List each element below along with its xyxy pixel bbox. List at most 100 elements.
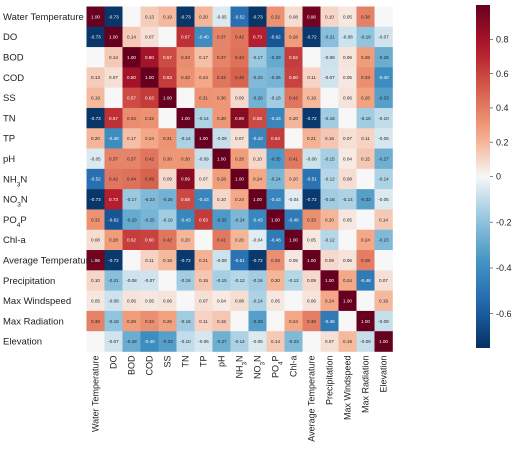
cell-value-label: -0.08 (108, 298, 119, 303)
cell-value-label: 0.20 (181, 238, 190, 243)
cell-value-label: 1.00 (379, 339, 388, 344)
cell-value-label: 0.05 (343, 217, 352, 222)
heatmap-cell (320, 168, 339, 190)
cell-value-label: 0.21 (199, 258, 208, 263)
heatmap-cell (374, 6, 393, 28)
cell-value-label: -0.25 (144, 217, 155, 222)
cell-value-label: -0.73 (90, 116, 101, 121)
heatmap-cell (176, 26, 195, 48)
cell-value-label: 0.07 (109, 75, 118, 80)
cell-value-label: 0.07 (145, 35, 154, 40)
cell-value-label: -0.24 (270, 177, 281, 182)
cell-value-label: -0.23 (288, 339, 299, 344)
heatmap-cell (212, 310, 231, 332)
cell-value-label: 1.00 (145, 75, 154, 80)
heatmap-cell (284, 229, 303, 251)
cell-value-label: 0.42 (217, 75, 226, 80)
cell-value-label: -0.07 (378, 35, 389, 40)
heatmap-cell (194, 107, 213, 129)
heatmap-cell (338, 26, 357, 48)
heatmap-cell (302, 189, 321, 210)
heatmap-cell (140, 168, 159, 190)
heatmap-cell (266, 270, 285, 291)
heatmap-cell (356, 209, 375, 231)
cell-value-label: 0.96 (307, 14, 316, 19)
heatmap-cell (140, 26, 159, 48)
cell-value-label: 0.37 (127, 156, 136, 161)
cell-value-label: 0.07 (343, 136, 352, 141)
cell-value-label: -0.05 (90, 156, 101, 161)
heatmap-cell (248, 310, 267, 332)
cell-value-label: 0.31 (199, 96, 208, 101)
heatmap-cell (122, 270, 141, 291)
heatmap-cell (104, 168, 123, 190)
heatmap-cell (230, 128, 249, 149)
cell-value-label: -0.48 (270, 238, 281, 243)
column-label: TN (181, 356, 191, 368)
cell-value-label: 0.89 (235, 116, 244, 121)
cell-value-label: -0.10 (180, 339, 191, 344)
cell-value-label: -0.17 (252, 55, 263, 60)
cell-value-label: 0.15 (217, 319, 226, 324)
cell-value-label: 0.20 (325, 217, 334, 222)
cell-value-label: 1.00 (127, 55, 136, 60)
cell-value-label: 1.00 (91, 14, 100, 19)
cell-value-label: 0.06 (343, 258, 352, 263)
heatmap-cell (266, 6, 285, 28)
colorbar-tick-label: -0.6 (496, 309, 512, 319)
cell-value-label: 0.67 (181, 35, 190, 40)
column-label: SS (163, 356, 173, 368)
heatmap-cell (176, 331, 195, 352)
row-label: Water Temperature (3, 12, 84, 23)
heatmap-cell (176, 67, 195, 88)
cell-value-label: 0.10 (91, 278, 100, 283)
heatmap-cell (356, 189, 375, 210)
cell-value-label: -0.40 (108, 136, 119, 141)
heatmap-cell (230, 310, 249, 332)
heatmap-cell (194, 189, 213, 210)
heatmap-cell (266, 229, 285, 251)
heatmap-cell (158, 290, 177, 312)
heatmap-cell (374, 331, 393, 352)
heatmap-cell (140, 148, 159, 170)
heatmap-cell (104, 310, 123, 332)
column-label: pH (217, 356, 227, 368)
heatmap-cell (356, 270, 375, 291)
heatmap-cell (302, 67, 321, 88)
column-label: PO4P (271, 356, 285, 379)
cell-value-label: 0.67 (109, 116, 118, 121)
cell-value-label: -0.16 (180, 278, 191, 283)
heatmap-cell (284, 189, 303, 210)
heatmap-cell (338, 6, 357, 28)
heatmap-cell (374, 270, 393, 291)
column-label: Average Temperature (307, 356, 317, 442)
cell-value-label: 0.07 (199, 298, 208, 303)
cell-value-label: 0.28 (289, 35, 298, 40)
heatmap-cell (104, 229, 123, 251)
heatmap-cell (104, 189, 123, 210)
cell-value-label: 0.62 (289, 55, 298, 60)
heatmap-cell (104, 209, 123, 231)
cell-value-label: 0.14 (271, 339, 280, 344)
cell-value-label: 0.31 (163, 136, 172, 141)
heatmap-cell (320, 67, 339, 88)
heatmap-cell (194, 209, 213, 231)
cell-value-label: -0.28 (126, 339, 137, 344)
cell-value-label: -0.12 (288, 278, 299, 283)
cell-value-label: 0.63 (163, 75, 172, 80)
heatmap-cell (248, 168, 267, 190)
cell-value-label: 0.60 (145, 238, 154, 243)
heatmap-cell (140, 128, 159, 149)
cell-value-label: 0.20 (271, 278, 280, 283)
cell-value-label: -0.06 (378, 136, 389, 141)
cell-value-label: 0.08 (91, 238, 100, 243)
heatmap-cell (302, 6, 321, 28)
cell-value-label: 0.05 (91, 298, 100, 303)
row-label: NO3N (3, 195, 28, 209)
heatmap-cell (302, 209, 321, 231)
heatmap-cell (176, 290, 195, 312)
heatmap-cell (176, 229, 195, 251)
heatmap-cell (140, 310, 159, 332)
heatmap-cell (248, 128, 267, 149)
heatmap-cell (212, 87, 231, 109)
